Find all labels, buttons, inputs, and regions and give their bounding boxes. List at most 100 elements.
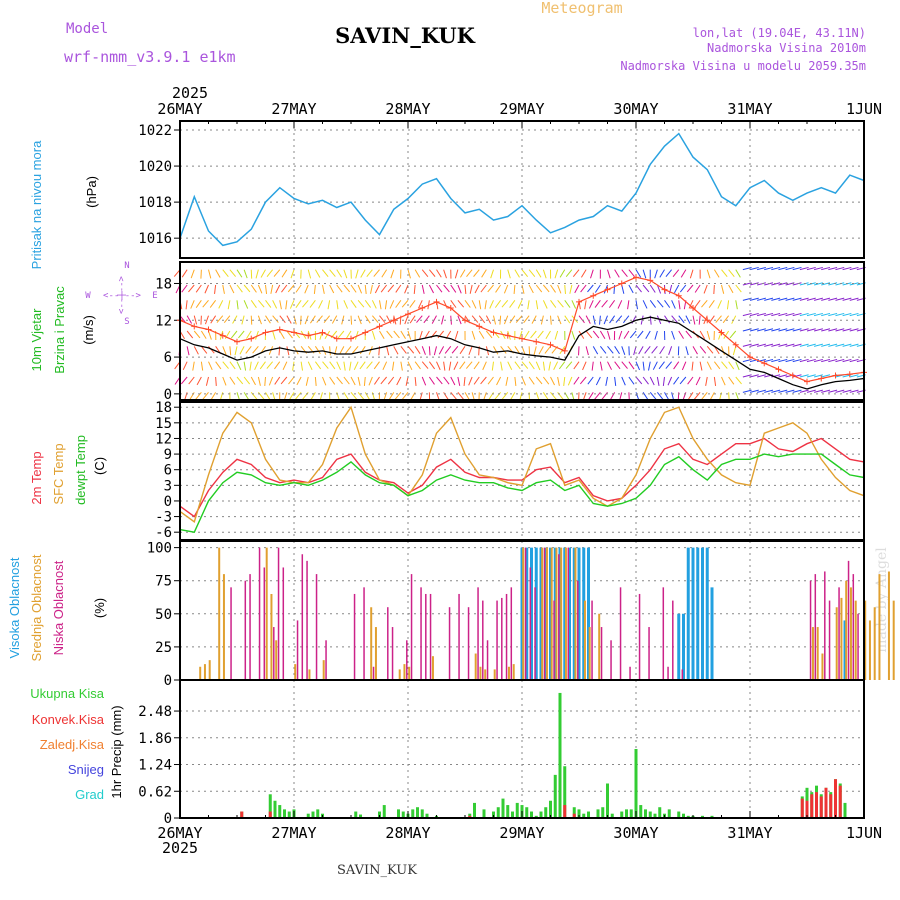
precip-convective-bar — [800, 798, 804, 818]
wind-arrow — [257, 376, 261, 386]
wind-arrow — [441, 315, 445, 325]
wind-arrow — [193, 315, 198, 325]
wind-arrow — [314, 269, 321, 278]
wind-arrow — [484, 300, 487, 310]
wind-arrow — [679, 376, 687, 385]
wind-arrow — [708, 300, 715, 308]
t2m-line — [179, 437, 865, 518]
y-tick-label: -6 — [155, 525, 172, 541]
year-top-label: 2025 — [172, 84, 208, 102]
precip-total-bar — [644, 809, 647, 818]
wind-arrow — [785, 266, 795, 271]
wind-arrow — [407, 330, 412, 340]
precip-total-bar — [359, 814, 362, 818]
wind-arrow — [188, 284, 195, 293]
wind-arrow — [778, 266, 788, 271]
compass-n: N — [124, 261, 129, 271]
wind-arrow — [573, 361, 580, 370]
wind-arrow — [313, 284, 316, 295]
wind-arrow — [835, 266, 845, 271]
y-tick-label: 1.86 — [138, 731, 172, 747]
wind-arrow — [654, 269, 658, 279]
wind-arrow — [451, 346, 459, 354]
wind-arrow — [678, 300, 681, 310]
y-tick-label: 18 — [155, 276, 172, 292]
y-tick-label: 0 — [164, 673, 172, 689]
wind-arrow — [437, 330, 445, 339]
wind-arrow — [806, 266, 816, 271]
wind-arrow — [721, 361, 728, 369]
x-tick-label-bottom: 31MAY — [727, 824, 772, 842]
wind-arrow — [374, 284, 380, 294]
wind-arrow — [322, 361, 329, 369]
wind-arrow — [351, 346, 359, 354]
wind-arrow — [236, 284, 243, 293]
wind-arrow — [459, 269, 466, 278]
wind-arrow — [749, 297, 759, 301]
wind-arrow — [607, 361, 612, 370]
wind-arrow — [594, 300, 601, 308]
wind-arrow — [229, 269, 237, 277]
precip-total-bar — [401, 811, 405, 818]
wind-arrow — [842, 358, 852, 363]
wind-arrow — [195, 300, 202, 308]
wind-arrow — [290, 269, 295, 279]
wind-arrow — [292, 361, 295, 371]
wind-arrow — [713, 269, 720, 278]
wind-arrow — [778, 389, 788, 393]
wind-arrow — [523, 330, 530, 339]
wind-arrow — [553, 361, 559, 370]
wind-arrow — [735, 361, 740, 371]
x-tick-label-bottom: 1JUN — [846, 824, 882, 842]
wind-arrow — [535, 376, 543, 385]
wind-arrow — [628, 376, 635, 385]
wind-arrow — [304, 284, 309, 294]
wind-arrow — [588, 300, 594, 309]
wind-arrow — [501, 300, 509, 308]
wind-arrow — [503, 284, 509, 294]
legend-snow: Snijeg — [68, 762, 104, 777]
precip-total-bar — [496, 807, 500, 818]
wind-arrow — [336, 361, 341, 371]
wind-arrow — [668, 346, 673, 355]
precip-total-bar — [354, 811, 358, 818]
precip-convective-bar — [810, 794, 814, 818]
pressure-panel: 1016 1018 1020 1022 — [138, 120, 865, 259]
wind-arrow — [599, 361, 603, 371]
wind-arrow — [651, 346, 658, 354]
temp-unit-label: (C) — [92, 457, 107, 475]
wind-arrow — [209, 300, 217, 308]
wind-arrow — [190, 269, 195, 279]
wind-arrow — [343, 392, 350, 401]
wind-arrow — [329, 284, 335, 294]
wind-arrow — [316, 315, 323, 323]
cloud-unit-label: (%) — [92, 598, 107, 618]
model-label: Model — [66, 21, 108, 37]
wind-arrow — [254, 361, 259, 371]
wind-arrow — [180, 376, 188, 385]
wind-arrow — [649, 392, 657, 400]
wind-arrow — [443, 361, 446, 371]
wind-arrow — [453, 361, 459, 370]
wind-arrow — [828, 343, 838, 347]
wind-arrow — [587, 284, 594, 293]
wind-arrow — [195, 284, 202, 293]
wind-arrow — [252, 346, 259, 354]
y-tick-label: 0 — [164, 494, 172, 510]
wind-arrow — [407, 269, 411, 279]
wind-arrow — [550, 392, 557, 400]
precip-total-bar — [596, 809, 600, 818]
tsfc-label: SFC Temp — [51, 443, 66, 504]
panel-frame — [179, 679, 865, 819]
x-tick-label-bottom: 30MAY — [613, 824, 658, 842]
wind-arrow — [592, 330, 600, 339]
wind-arrow — [314, 376, 317, 387]
wind-arrow — [721, 346, 725, 355]
precip-convective-bar — [468, 815, 472, 818]
precip-total-bar — [701, 815, 704, 818]
wind-arrow — [821, 297, 831, 301]
wind-arrow — [821, 343, 831, 347]
wind-arrow — [500, 361, 503, 371]
wind-arrow — [295, 284, 302, 293]
precip-convective-bar — [563, 805, 567, 818]
